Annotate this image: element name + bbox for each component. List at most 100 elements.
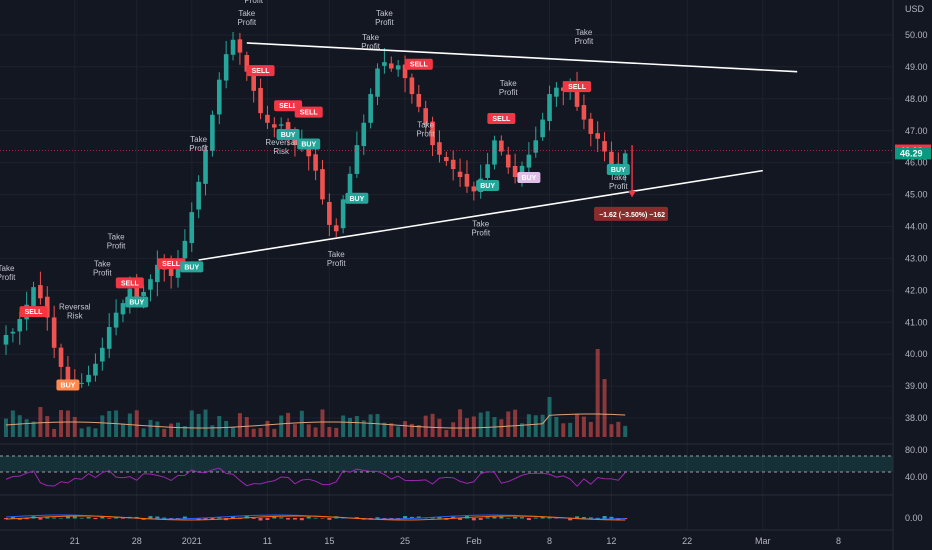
signal-label: SELL	[162, 261, 181, 268]
candle-body	[306, 143, 312, 157]
price-tick-label: 41.00	[905, 317, 928, 327]
volume-bar	[38, 407, 43, 437]
macd-hist-bar	[231, 516, 236, 519]
signal-tag	[294, 106, 323, 118]
annotation-label: Profit	[416, 130, 435, 139]
volume-bar	[17, 415, 22, 437]
price-tick-label: 47.00	[905, 126, 928, 136]
candle-body	[540, 119, 545, 138]
candle-body	[230, 39, 236, 55]
candle-body	[182, 240, 188, 259]
macd-hist-bar	[554, 518, 559, 519]
signal-tag	[157, 258, 186, 270]
volume-bar	[471, 416, 476, 437]
signal-tag	[180, 261, 204, 273]
signal-label: SELL	[25, 309, 44, 316]
volume-bar	[444, 429, 449, 437]
volume-bar	[568, 422, 573, 437]
candle-body	[120, 303, 126, 315]
rsi-tick-label: 80.00	[905, 445, 928, 455]
volume-bar	[4, 418, 8, 437]
volume-ma-line	[5, 413, 626, 429]
rsi-pane	[0, 455, 893, 487]
signal-tag	[606, 164, 630, 176]
macd-hist-bar	[526, 518, 531, 521]
candle-body	[595, 133, 600, 139]
time-tick-label: 22	[682, 536, 692, 546]
volume-bar	[478, 412, 483, 437]
macd-hist-bar	[375, 517, 380, 519]
volume-bar	[575, 413, 580, 437]
volume-bar	[217, 416, 222, 437]
volume-bar	[451, 422, 456, 437]
volume-bar	[265, 420, 270, 437]
signal-label: BUY	[480, 183, 495, 190]
annotation-label: Profit	[499, 88, 518, 97]
price-tag	[895, 147, 931, 160]
signal-line	[5, 515, 626, 521]
signal-tag	[517, 172, 541, 184]
macd-hist-bar	[217, 517, 222, 519]
candle-body	[340, 199, 346, 229]
signal-label: SELL	[568, 84, 587, 91]
annotation-label: Profit	[575, 37, 594, 46]
annotation-label: Reversal	[59, 302, 91, 311]
candle-body	[313, 154, 318, 171]
annotation-label: Take	[108, 232, 125, 241]
candle-body	[402, 64, 408, 79]
volume-bar	[341, 415, 346, 437]
annotation-label: Take	[376, 9, 393, 18]
volume-bar	[623, 425, 628, 437]
candle-body	[437, 142, 442, 155]
macd-hist-bar	[478, 518, 483, 520]
price-tick-label: 43.00	[905, 253, 928, 263]
annotations: TakeProfitReversalRiskTakeProfitTakeProf…	[0, 0, 628, 320]
candle-body	[519, 165, 525, 179]
annotation-label: Profit	[107, 241, 126, 250]
macd-hist-bar	[72, 516, 77, 519]
volume-bar	[155, 421, 160, 437]
signal-tag	[56, 379, 80, 391]
macd-hist-bar	[485, 517, 490, 519]
candle-body	[430, 121, 435, 146]
candle-body	[216, 79, 222, 115]
candle-body	[512, 165, 518, 178]
annotation-label: Take	[500, 79, 517, 88]
volume-bar	[182, 426, 187, 437]
volume-bar	[286, 412, 291, 437]
macd-hist-bar	[4, 518, 8, 520]
candle-body	[450, 159, 456, 170]
candle-body	[354, 145, 360, 174]
volume-bar	[65, 410, 70, 437]
annotation-label: Risk	[67, 311, 84, 320]
candle-body	[44, 296, 50, 318]
candle-body	[155, 264, 160, 283]
candle-body	[333, 225, 339, 232]
signal-tag	[246, 65, 275, 77]
volume-bar	[203, 409, 208, 437]
macd-hist-bar	[292, 518, 297, 520]
macd-hist-bar	[244, 516, 249, 519]
candle-body	[533, 140, 539, 153]
candle-body	[168, 266, 174, 276]
signal-label: BUY	[61, 382, 76, 389]
macd-hist-bar	[24, 518, 29, 520]
signal-tag	[404, 58, 433, 70]
signal-label: BUY	[129, 300, 144, 307]
signal-tag	[487, 112, 516, 124]
time-tick-label: 25	[400, 536, 410, 546]
macd-hist-bar	[451, 516, 456, 519]
signal-label: BUY	[301, 142, 316, 149]
candle-body	[244, 55, 250, 72]
volume-bar	[189, 410, 194, 437]
volume-bar	[540, 414, 545, 437]
candle-body	[375, 68, 380, 97]
macd-hist-bar	[492, 516, 497, 519]
candle-body	[347, 173, 353, 197]
volume-bar	[279, 415, 284, 437]
signal-tag	[276, 128, 300, 140]
volume-bar	[554, 416, 559, 437]
annotation-label: Profit	[93, 268, 112, 277]
price-tick-label: 42.00	[905, 285, 928, 295]
